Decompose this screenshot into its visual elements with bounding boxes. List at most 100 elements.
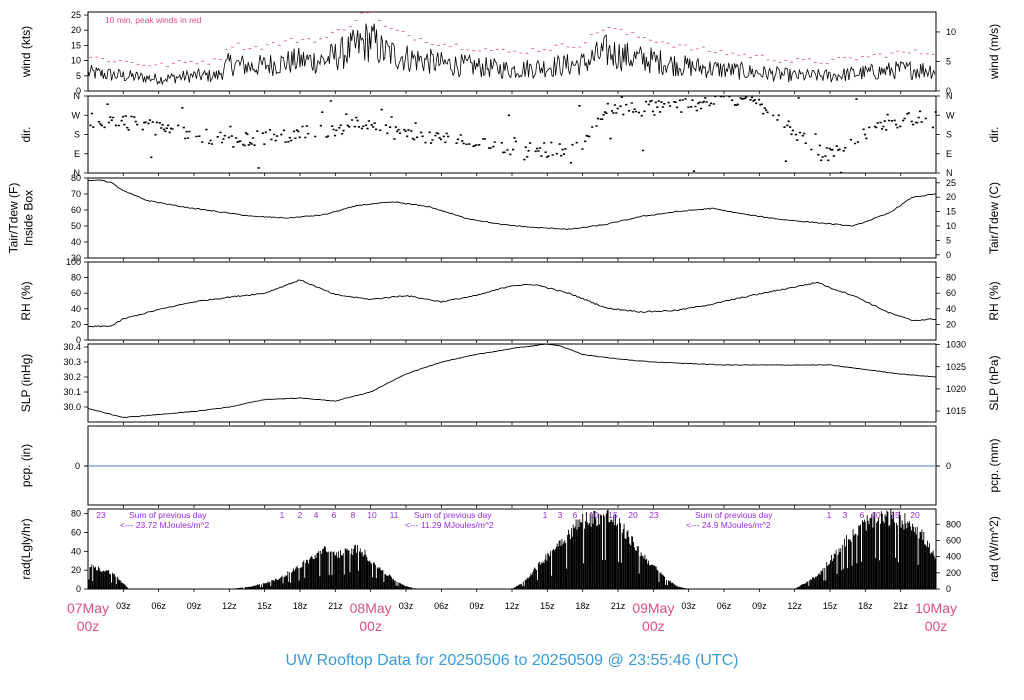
time-hour-label: 06z xyxy=(151,601,166,611)
temperature-left-tick-label: 70 xyxy=(71,189,81,199)
slp-ylabel-right: SLP (hPa) xyxy=(987,355,1001,410)
temperature-ylabel-right: Tair/Tdew (C) xyxy=(987,182,1001,254)
radiation-hour-label: 23 xyxy=(96,510,106,520)
rh-left-tick-label: 20 xyxy=(71,319,81,329)
radiation-annotation-sum: <--- 24.9 MJoules/m^2 xyxy=(686,520,771,530)
slp-ylabel-left: SLP (inHg) xyxy=(19,354,33,412)
dir-frame xyxy=(87,95,937,174)
time-hour-label: 21z xyxy=(611,601,626,611)
temperature-right-tick-label: 20 xyxy=(946,192,956,202)
radiation-bars xyxy=(87,509,937,589)
radiation-hour-label: 6 xyxy=(573,510,578,520)
dir-left-tick-label: N xyxy=(74,168,81,178)
radiation-left-tick-label: 40 xyxy=(71,546,81,556)
wind-frame xyxy=(87,11,937,92)
slp-left-tick-label: 30.4 xyxy=(63,342,81,352)
radiation-ylabel-left-line: rad(Lgly/hr) xyxy=(19,518,33,579)
temperature-right-tick-label: 15 xyxy=(946,207,956,217)
radiation-hour-label: 1 xyxy=(280,510,285,520)
radiation-hour-label: 6 xyxy=(332,510,337,520)
rh-ylabel-left: RH (%) xyxy=(19,281,33,320)
radiation-hour-label: 2 xyxy=(298,510,303,520)
time-day-label: 08May xyxy=(350,600,392,616)
wind-ylabel-left-line: wind (kts) xyxy=(19,26,33,78)
time-hour-label: 21z xyxy=(328,601,343,611)
radiation-annotation-title: Sum of previous day xyxy=(414,510,492,520)
wind-left-tick-label: 15 xyxy=(71,40,81,50)
wind-left-tick-label: 5 xyxy=(76,71,81,81)
wind-right-tick-label: 0 xyxy=(946,86,951,96)
time-hour-label: 15z xyxy=(823,601,838,611)
slp-left-tick-label: 30.2 xyxy=(63,372,81,382)
slp-right-tick-label: 1015 xyxy=(946,406,966,416)
time-hour-label: 21z xyxy=(893,601,908,611)
radiation-frame xyxy=(87,508,937,590)
radiation-hour-label: 1 xyxy=(543,510,548,520)
radiation-hour-label: 8 xyxy=(351,510,356,520)
temperature-frame xyxy=(87,177,937,259)
temperature-left-tick-label: 30 xyxy=(71,253,81,263)
rh-right-tick-label: 60 xyxy=(946,288,956,298)
precip-ylabel-left: pcp. (in) xyxy=(19,444,33,487)
temperature-right-tick-label: 0 xyxy=(946,250,951,260)
precip-left-tick-label: 0 xyxy=(75,461,80,471)
radiation-hour-label: 20 xyxy=(628,510,638,520)
rh-series-line xyxy=(87,279,937,328)
radiation-hour-label: 10 xyxy=(589,510,599,520)
time-hour-label: 12z xyxy=(787,601,802,611)
radiation-hour-label: 15 xyxy=(608,510,618,520)
radiation-hour-label: 11 xyxy=(390,510,399,520)
precip-ylabel-left-line: pcp. (in) xyxy=(19,444,33,487)
wind-left-tick-label: 25 xyxy=(71,10,81,20)
slp-ylabel-right-line: SLP (hPa) xyxy=(987,355,1001,410)
temperature-left-tick-label: 50 xyxy=(71,221,81,231)
temperature-ylabel-left-line: Tair/Tdew (F) xyxy=(7,183,21,254)
rh-left-tick-label: 0 xyxy=(76,335,81,345)
slp-ylabel-left-line: SLP (inHg) xyxy=(19,354,33,412)
radiation-hour-label: 10 xyxy=(871,510,881,520)
dir-right-tick-label: E xyxy=(946,149,952,159)
rh-left-tick-label: 80 xyxy=(71,273,81,283)
time-hour-label: 06z xyxy=(434,601,449,611)
radiation-hour-label: 1 xyxy=(827,510,832,520)
rh-right-tick-label: 20 xyxy=(946,319,956,329)
time-hour-label: 12z xyxy=(505,601,520,611)
time-hour-label: 03z xyxy=(399,601,414,611)
dir-right-tick-label: N xyxy=(946,91,953,101)
time-hour-label: 18z xyxy=(293,601,308,611)
slp-series-line xyxy=(87,343,937,418)
time-day-label: 10May xyxy=(915,600,957,616)
dir-ylabel-right: dir. xyxy=(987,126,1001,142)
radiation-annotation-sum: <--- 11.29 MJoules/m^2 xyxy=(405,520,494,530)
wind-ylabel-left: wind (kts) xyxy=(19,26,33,78)
rh-ylabel-left-line: RH (%) xyxy=(19,281,33,320)
slp-right-tick-label: 1030 xyxy=(946,340,966,350)
time-day-hour-label: 00z xyxy=(642,618,665,634)
dir-right-tick-label: S xyxy=(946,130,952,140)
temperature-series-line xyxy=(87,179,937,230)
time-day-hour-label: 00z xyxy=(359,618,382,634)
dir-left-tick-label: E xyxy=(74,149,80,159)
radiation-annotation-title: Sum of previous day xyxy=(129,510,207,520)
slp-left-tick-label: 30.1 xyxy=(63,387,81,397)
radiation-left-tick-label: 60 xyxy=(71,528,81,538)
dir-left-tick-label: S xyxy=(74,130,80,140)
time-hour-label: 18z xyxy=(575,601,590,611)
time-day-label: 09May xyxy=(632,600,674,616)
temperature-left-tick-label: 80 xyxy=(71,173,81,183)
wind-annotation: 10 min. peak winds in red xyxy=(105,15,202,25)
temperature-right-tick-label: 5 xyxy=(946,235,951,245)
slp-left-tick-label: 30.3 xyxy=(63,357,81,367)
radiation-right-tick-label: 600 xyxy=(946,535,961,545)
precip-ylabel-right: pcp. (mm) xyxy=(987,438,1001,492)
time-hour-label: 18z xyxy=(858,601,873,611)
slp-right-tick-label: 1025 xyxy=(946,362,966,372)
dir-marks xyxy=(89,95,937,174)
radiation-hour-label: 20 xyxy=(910,510,920,520)
rh-left-tick-label: 40 xyxy=(71,304,81,314)
wind-peak-marks xyxy=(89,12,935,68)
rh-ylabel-right: RH (%) xyxy=(987,281,1001,320)
radiation-right-tick-label: 800 xyxy=(946,519,961,529)
radiation-left-tick-label: 80 xyxy=(71,509,81,519)
